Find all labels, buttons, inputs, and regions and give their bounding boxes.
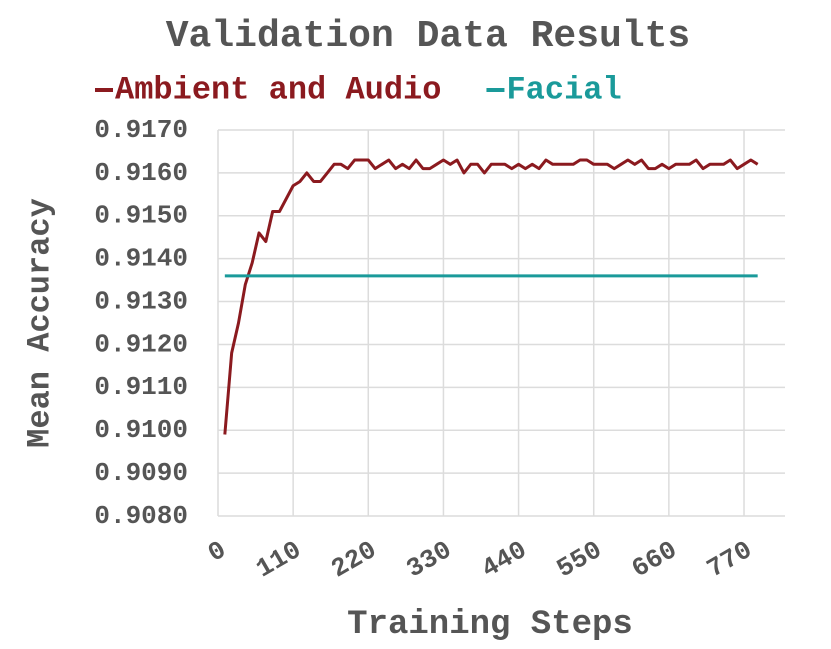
legend-label: Ambient and Audio: [115, 71, 441, 108]
x-tick-label: 770: [702, 535, 758, 584]
y-tick-label: 0.9150: [94, 201, 188, 231]
x-axis-label: Training Steps: [347, 606, 633, 644]
y-tick-label: 0.9130: [94, 286, 188, 316]
y-tick-label: 0.9100: [94, 415, 188, 445]
x-tick-label: 550: [552, 535, 608, 584]
x-tick-label: 0: [203, 535, 232, 569]
y-tick-label: 0.9080: [94, 501, 188, 531]
y-tick-label: 0.9140: [94, 244, 188, 274]
x-tick-label: 330: [401, 535, 457, 584]
x-tick-label: 440: [476, 535, 532, 584]
chart-title: Validation Data Results: [166, 15, 691, 58]
x-tick-label: 110: [251, 535, 307, 584]
series-line: [223, 158, 759, 435]
legend-label: Facial: [506, 71, 621, 108]
y-tick-label: 0.9110: [94, 372, 188, 402]
y-tick-label: 0.9090: [94, 458, 188, 488]
y-axis-label: Mean Accuracy: [21, 198, 58, 448]
y-tick-label: 0.9160: [94, 158, 188, 188]
y-tick-label: 0.9120: [94, 329, 188, 359]
y-tick-label: 0.9170: [94, 115, 188, 145]
x-tick-label: 660: [627, 535, 683, 584]
x-tick-label: 220: [326, 535, 382, 584]
